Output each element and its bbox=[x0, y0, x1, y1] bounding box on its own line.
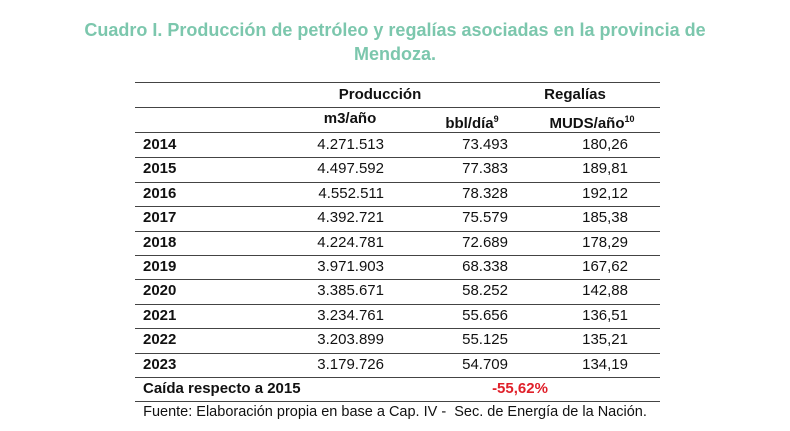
cell: 72.689 bbox=[462, 233, 508, 251]
footnote-ref: 10 bbox=[624, 114, 635, 124]
cell: 142,88 bbox=[582, 282, 628, 300]
row-year: 2020 bbox=[143, 282, 177, 300]
cell: 55.656 bbox=[462, 306, 508, 324]
cell: 3.385.671 bbox=[317, 282, 384, 300]
column-label: MUDS/año bbox=[549, 115, 625, 132]
title: Cuadro I. Producción de petróleo y regal… bbox=[84, 20, 706, 64]
cell: 4.497.592 bbox=[317, 160, 384, 178]
cell: 4.224.781 bbox=[317, 233, 384, 251]
column-header: MUDS/año10 bbox=[522, 109, 662, 134]
row-year: 2016 bbox=[143, 184, 177, 202]
rule bbox=[135, 377, 660, 378]
cell: 78.328 bbox=[462, 184, 508, 202]
rule bbox=[135, 304, 660, 305]
rule bbox=[135, 157, 660, 158]
cell: 75.579 bbox=[462, 209, 508, 227]
column-header: m3/año bbox=[280, 109, 420, 129]
row-year: 2023 bbox=[143, 355, 177, 373]
cell: 185,38 bbox=[582, 209, 628, 227]
rule bbox=[135, 231, 660, 232]
cell: 134,19 bbox=[582, 355, 628, 373]
summary-label: Caída respecto a 2015 bbox=[143, 380, 301, 397]
cell: 192,12 bbox=[582, 184, 628, 202]
cell: 136,51 bbox=[582, 306, 628, 324]
rule bbox=[135, 82, 660, 83]
group-header: Producción bbox=[338, 86, 422, 103]
rule bbox=[135, 255, 660, 256]
cell: 73.493 bbox=[462, 136, 508, 153]
cell: 167,62 bbox=[582, 258, 628, 275]
row-year: 2017 bbox=[143, 209, 177, 227]
rule bbox=[135, 401, 660, 402]
footnote-ref: 9 bbox=[493, 114, 499, 124]
cell: 3.971.903 bbox=[317, 258, 384, 275]
cell: 189,81 bbox=[582, 160, 628, 178]
cell: 55.125 bbox=[462, 331, 508, 349]
cell: 68.338 bbox=[462, 258, 508, 275]
cell: 4.271.513 bbox=[317, 136, 384, 153]
row-year: 2022 bbox=[143, 331, 177, 349]
rule bbox=[135, 279, 660, 280]
rule bbox=[135, 107, 660, 108]
rule bbox=[135, 132, 660, 133]
summary-value: -55,62% bbox=[492, 380, 548, 397]
cell: 135,21 bbox=[582, 331, 628, 349]
column-label: m3/año bbox=[323, 110, 377, 127]
cell: 3.203.899 bbox=[317, 331, 384, 349]
cell: 180,26 bbox=[582, 136, 628, 153]
cell: 77.383 bbox=[462, 160, 508, 178]
cell: 4.392.721 bbox=[317, 209, 384, 227]
rule bbox=[135, 353, 660, 354]
column-header: bbl/día9 bbox=[402, 109, 542, 134]
rule bbox=[135, 206, 660, 207]
source: Fuente: Elaboración propia en base a Cap… bbox=[143, 404, 647, 420]
rule bbox=[135, 182, 660, 183]
row-year: 2014 bbox=[143, 136, 177, 153]
cell: 178,29 bbox=[582, 233, 628, 251]
row-year: 2021 bbox=[143, 306, 177, 324]
row-year: 2018 bbox=[143, 233, 177, 251]
cell: 4.552.511 bbox=[318, 184, 384, 202]
row-year: 2015 bbox=[143, 160, 177, 178]
cell: 3.179.726 bbox=[317, 355, 384, 373]
group-header: Regalías bbox=[544, 86, 606, 103]
rule bbox=[135, 328, 660, 329]
column-label: bbl/día bbox=[445, 115, 494, 132]
cell: 54.709 bbox=[462, 355, 508, 373]
cell: 58.252 bbox=[462, 282, 508, 300]
cell: 3.234.761 bbox=[317, 306, 384, 324]
row-year: 2019 bbox=[143, 258, 177, 275]
